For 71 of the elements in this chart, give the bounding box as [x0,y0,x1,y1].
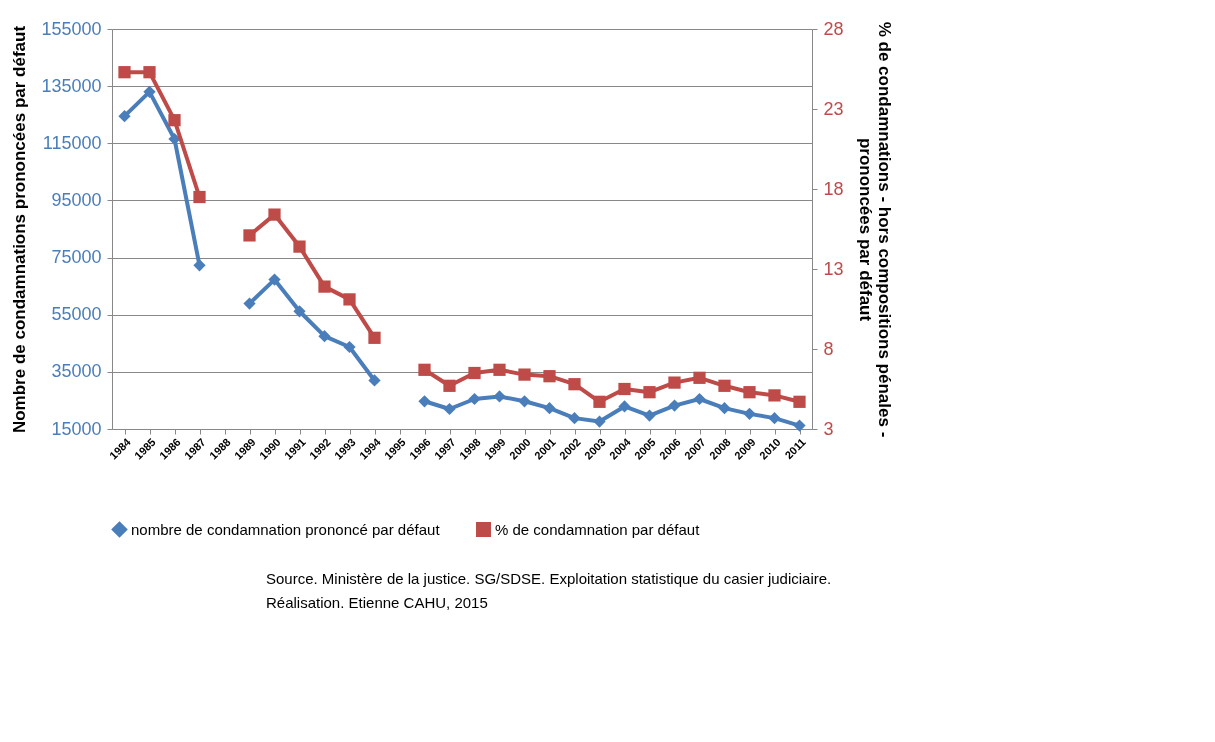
point [693,371,706,384]
y2-tick-label: 23 [823,98,844,119]
point [743,386,756,399]
point [668,399,681,412]
point [193,190,206,204]
point [168,114,181,127]
point [718,379,731,392]
point [793,395,806,408]
point [543,402,556,415]
point [518,368,531,381]
y-axis-title: Nombre de condamnations prononcées par défaut [10,25,30,434]
point [368,331,381,344]
point [118,110,131,123]
point [143,85,156,98]
point [468,366,481,380]
point [593,395,606,408]
point [118,66,131,79]
point [693,392,706,406]
y2-tick-label: 8 [823,338,834,359]
point [293,305,306,318]
point [268,273,281,286]
point [193,259,206,272]
y-tick-label: 115000 [42,132,102,153]
source-note: Source. Ministère de la justice. SG/SDSE. Exploitation statistique du casier judiciaire. [266,570,832,587]
point [618,382,631,396]
point [293,240,306,253]
text: Réalisation. Etienne CAHU, 2015 [266,594,488,611]
y-tick-label: 55000 [51,304,102,325]
point [643,386,656,399]
point [568,412,581,425]
y2-tick-label: 3 [823,418,834,439]
legend-label: % de condamnation par défaut [495,520,701,538]
y-tick-label: 155000 [41,18,102,39]
legend-label: nombre de condamnation prononcé par défaut [131,520,441,538]
y-tick-label: 15000 [51,418,102,439]
point [368,374,381,387]
point [743,407,756,420]
point [343,293,356,306]
y-tick-label: 75000 [51,247,102,268]
point [518,395,531,408]
point [668,376,681,389]
point [243,229,256,242]
point [143,66,156,79]
point [443,402,456,416]
point [468,392,481,406]
point [618,400,631,413]
point [768,389,781,402]
point [418,395,431,408]
point [543,370,556,383]
point [793,419,806,432]
point [243,297,256,310]
y-tick-label: 95000 [51,189,102,210]
y2-tick-label: 13 [823,258,844,279]
point [593,415,606,428]
y-tick-label: 135000 [41,75,102,96]
point [268,208,281,221]
y2-tick-label: 28 [823,18,844,39]
y-tick-label: 35000 [51,361,102,382]
point [493,363,506,376]
point [318,330,331,343]
point [768,412,781,425]
point [318,280,331,293]
y2-axis-title: % de condamnations - hors compositions pénales - prononcées par défaut [855,21,894,438]
point [418,363,431,376]
point [168,132,181,146]
y2-tick-label: 18 [823,178,844,199]
point [568,378,581,391]
point [443,379,456,392]
point [643,409,656,422]
point [343,340,356,354]
point [718,402,731,415]
